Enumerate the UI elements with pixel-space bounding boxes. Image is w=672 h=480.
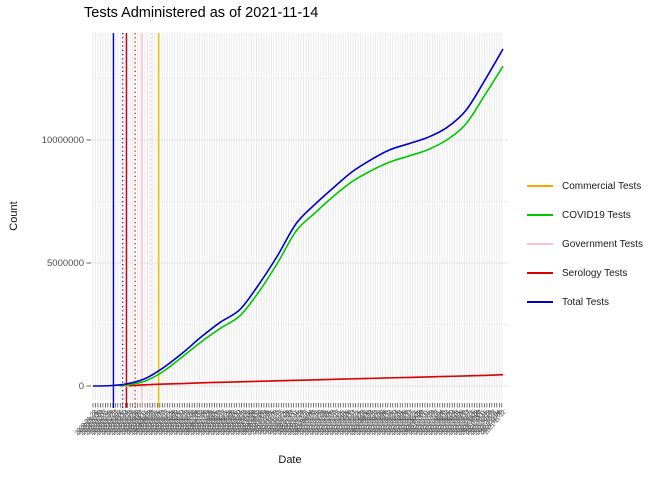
legend-item-total-tests: Total Tests	[527, 296, 643, 308]
chart-title: Tests Administered as of 2021-11-14	[84, 5, 319, 21]
legend-label: Serology Tests	[562, 267, 628, 279]
series-line-covid19-tests	[119, 65, 504, 387]
legend-item-serology-tests: Serology Tests	[527, 267, 643, 279]
legend-key-line	[527, 301, 553, 303]
legend-label: Commercial Tests	[562, 180, 642, 192]
series-line-total-tests	[92, 48, 504, 387]
legend-key-line	[527, 185, 553, 187]
legend-key-line	[527, 243, 553, 245]
legend-key-line	[527, 272, 553, 274]
x-axis-title: Date	[278, 454, 302, 466]
legend-label: COVID19 Tests	[562, 209, 631, 221]
legend-label: Government Tests	[562, 238, 643, 250]
legend: Commercial Tests COVID19 Tests Government …	[527, 180, 643, 308]
series-line-serology-tests	[128, 373, 504, 387]
y-tick-label: 0	[78, 380, 84, 392]
legend-label: Total Tests	[562, 296, 610, 308]
y-axis-title: Count	[8, 201, 20, 231]
legend-item-covid19-tests: COVID19 Tests	[527, 209, 643, 221]
legend-key-line	[527, 214, 553, 216]
y-tick-label: 10000000	[41, 134, 84, 146]
legend-item-commercial-tests: Commercial Tests	[527, 180, 643, 192]
y-tick-label: 5000000	[47, 257, 84, 269]
legend-item-government-tests: Government Tests	[527, 238, 643, 250]
